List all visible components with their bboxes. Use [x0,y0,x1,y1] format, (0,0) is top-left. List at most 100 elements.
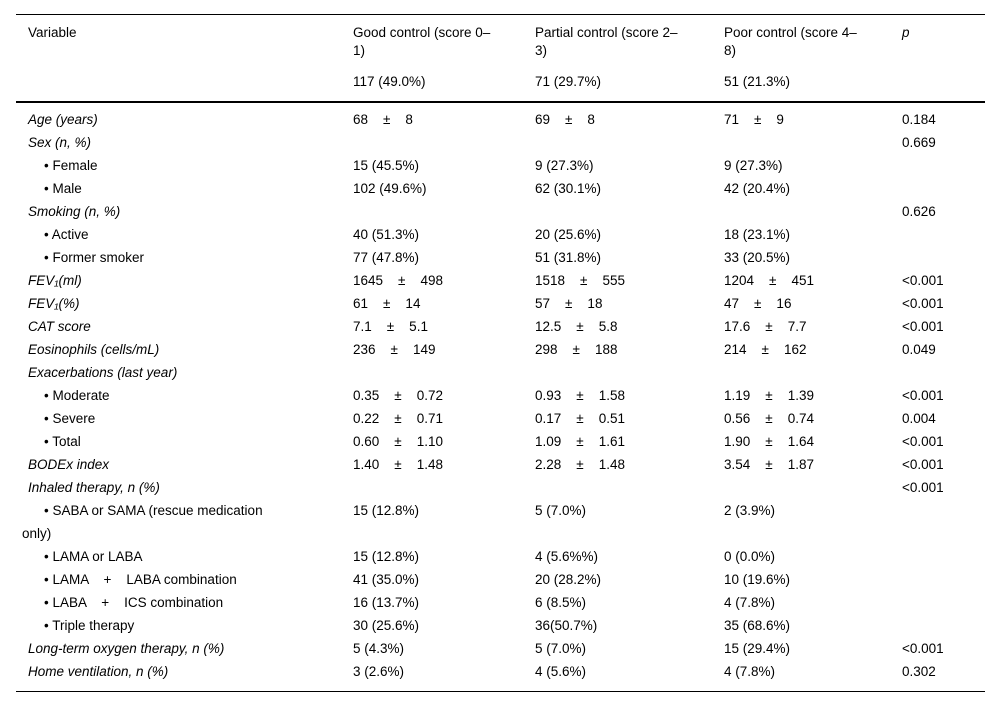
table-row: Smoking (n, %) 0.626 [16,200,985,223]
value-cell: 15 (12.8%) [353,503,420,518]
table-row: • Triple therapy 30 (25.6%) 36(50.7%) 35 (6… [16,614,985,637]
value-cell [353,476,535,499]
paper-table-page: Variable Good control (score 0– 1) 117 (… [0,14,1000,723]
variable-label: • Severe [44,411,96,426]
value-cell: 2 (3.9%) [724,503,776,518]
value-cell: 35 (68.6%) [724,618,791,633]
header-partial-control-title-line1: Partial control (score 2– [535,25,678,40]
value-cell: 6 (8.5%) [535,595,587,610]
value-cell [535,131,724,154]
value-cell [353,131,535,154]
value-cell: 69 ± 8 [535,112,595,127]
value-cell: 4 (5.6%%) [535,549,599,564]
value-cell: 5 (7.0%) [535,503,587,518]
variable-label: CAT score [28,319,91,334]
header-poor-control-title-line1: Poor control (score 4– [724,25,857,40]
value-cell [353,200,535,223]
table-row: • Severe 0.22 ± 0.71 0.17 ± 0.51 0.56 ± 0.7… [16,407,985,430]
p-value [902,361,985,384]
p-value: 0.302 [902,664,936,679]
p-value [902,499,985,545]
value-cell: 4 (5.6%) [535,664,587,679]
value-cell: 15 (45.5%) [353,158,420,173]
header-partial-control: Partial control (score 2– 3) 71 (29.7%) [535,14,724,103]
value-cell: 30 (25.6%) [353,618,420,633]
value-cell: 0.35 ± 0.72 [353,388,443,403]
value-cell: 71 ± 9 [724,112,784,127]
variable-label: • Moderate [44,388,110,403]
variable-label: Smoking (n, %) [28,204,121,219]
p-value: 0.004 [902,411,936,426]
p-value: 0.049 [902,342,936,357]
table-row: FEV₁(%) 61 ± 14 57 ± 18 47 ± 16 <0.001 [16,292,985,315]
value-cell [535,200,724,223]
variable-label: • LAMA + LABA combination [44,572,237,587]
variable-label: Inhaled therapy, n (%) [28,480,160,495]
p-value [902,246,985,269]
value-cell: 102 (49.6%) [353,181,427,196]
p-value: <0.001 [902,457,944,472]
value-cell [353,361,535,384]
value-cell: 1.09 ± 1.61 [535,434,625,449]
header-poor-control: Poor control (score 4– 8) 51 (21.3%) [724,14,902,103]
p-value: 0.669 [902,135,936,150]
variable-label: • LABA + ICS combination [44,595,224,610]
variable-label: FEV₁(ml) [28,273,82,288]
value-cell: 0.60 ± 1.10 [353,434,443,449]
value-cell: 9 (27.3%) [535,158,594,173]
variable-label: • Active [44,227,89,242]
value-cell: 1645 ± 498 [353,273,443,288]
value-cell: 61 ± 14 [353,296,421,311]
value-cell: 0.93 ± 1.58 [535,388,625,403]
variable-label: • LAMA or LABA [44,549,143,564]
value-cell: 2.28 ± 1.48 [535,457,625,472]
table-row: Eosinophils (cells/mL) 236 ± 149 298 ± 188… [16,338,985,361]
p-value [902,614,985,637]
p-value: 0.626 [902,204,936,219]
variable-label: • Triple therapy [44,618,135,633]
value-cell: 40 (51.3%) [353,227,420,242]
value-cell: 1518 ± 555 [535,273,625,288]
header-good-control-count: 117 (49.0%) [353,74,426,89]
header-variable: Variable [16,14,353,103]
value-cell: 51 (31.8%) [535,250,602,265]
value-cell [724,131,902,154]
value-cell: 1.19 ± 1.39 [724,388,814,403]
value-cell: 10 (19.6%) [724,572,791,587]
value-cell: 7.1 ± 5.1 [353,319,428,334]
table-row: Sex (n, %) 0.669 [16,131,985,154]
p-value: <0.001 [902,273,944,288]
variable-label: Long-term oxygen therapy, n (%) [28,641,225,656]
p-value [902,568,985,591]
value-cell: 41 (35.0%) [353,572,420,587]
p-value [902,591,985,614]
header-partial-control-count: 71 (29.7%) [535,74,602,89]
value-cell: 0 (0.0%) [724,549,776,564]
value-cell: 77 (47.8%) [353,250,420,265]
value-cell: 42 (20.4%) [724,181,791,196]
header-good-control: Good control (score 0– 1) 117 (49.0%) [353,14,535,103]
table-row: • Former smoker 77 (47.8%) 51 (31.8%) 33 (2… [16,246,985,269]
header-poor-control-title-line2: 8) [724,43,737,58]
table-row: • LAMA or LABA 15 (12.8%) 4 (5.6%%) 0 (0.0%… [16,545,985,568]
table-row: • LAMA + LABA combination 41 (35.0%) 20 (2… [16,568,985,591]
value-cell: 20 (25.6%) [535,227,602,242]
header-good-control-title-line1: Good control (score 0– [353,25,491,40]
header-row: Variable Good control (score 0– 1) 117 (… [16,14,985,103]
value-cell: 298 ± 188 [535,342,618,357]
value-cell: 0.56 ± 0.74 [724,411,814,426]
patient-characteristics-table: Variable Good control (score 0– 1) 117 (… [16,14,985,692]
table-row: • SABA or SAMA (rescue medication only) 15… [16,499,985,545]
table-row: • Moderate 0.35 ± 0.72 0.93 ± 1.58 1.19 ± 1… [16,384,985,407]
value-cell: 214 ± 162 [724,342,807,357]
variable-label: Eosinophils (cells/mL) [28,342,160,357]
variable-label: • Female [44,158,98,173]
value-cell: 17.6 ± 7.7 [724,319,807,334]
header-p-label: p [902,25,910,40]
table-row: Long-term oxygen therapy, n (%) 5 (4.3%) 5… [16,637,985,660]
table-row: Exacerbations (last year) [16,361,985,384]
variable-label: Sex (n, %) [28,135,92,150]
variable-label: • Male [44,181,82,196]
table-row: • LABA + ICS combination 16 (13.7%) 6 (8.5… [16,591,985,614]
table-row: Age (years) 68 ± 8 69 ± 8 71 ± 9 0.184 [16,102,985,131]
